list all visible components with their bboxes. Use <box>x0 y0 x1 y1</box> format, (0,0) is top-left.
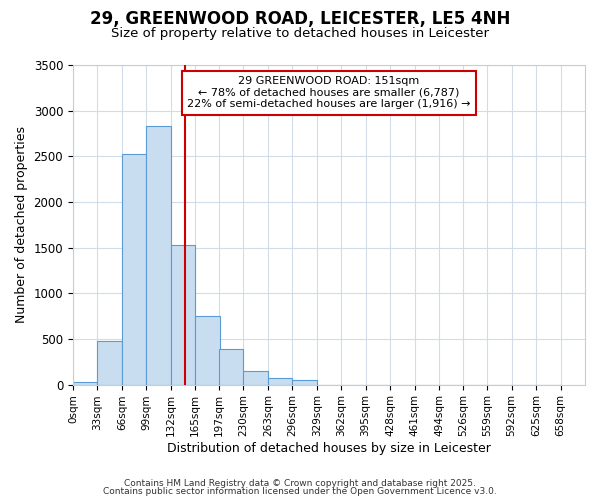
Bar <box>244 371 268 384</box>
Text: Contains public sector information licensed under the Open Government Licence v3: Contains public sector information licen… <box>103 487 497 496</box>
Y-axis label: Number of detached properties: Number of detached properties <box>15 126 28 324</box>
Text: Size of property relative to detached houses in Leicester: Size of property relative to detached ho… <box>111 28 489 40</box>
Bar <box>146 126 171 384</box>
Bar <box>195 316 220 384</box>
Text: 29 GREENWOOD ROAD: 151sqm
← 78% of detached houses are smaller (6,787)
22% of se: 29 GREENWOOD ROAD: 151sqm ← 78% of detac… <box>187 76 471 110</box>
Text: Contains HM Land Registry data © Crown copyright and database right 2025.: Contains HM Land Registry data © Crown c… <box>124 478 476 488</box>
Bar <box>122 154 146 384</box>
Bar <box>171 245 195 384</box>
Text: 29, GREENWOOD ROAD, LEICESTER, LE5 4NH: 29, GREENWOOD ROAD, LEICESTER, LE5 4NH <box>90 10 510 28</box>
Bar <box>97 341 122 384</box>
Bar <box>292 380 317 384</box>
Bar <box>73 382 97 384</box>
Bar <box>268 378 292 384</box>
X-axis label: Distribution of detached houses by size in Leicester: Distribution of detached houses by size … <box>167 442 491 455</box>
Bar <box>219 349 244 384</box>
